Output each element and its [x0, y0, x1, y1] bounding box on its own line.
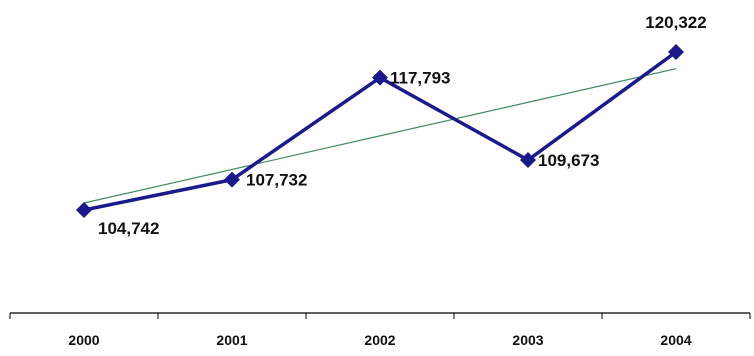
data-point-marker: [668, 44, 684, 60]
x-axis: 2000 2001 2002 2003 2004: [9, 312, 751, 348]
data-label: 120,322: [645, 13, 706, 32]
x-tick-label: 2004: [660, 332, 691, 348]
data-label: 109,673: [538, 151, 599, 170]
trendline-layer: [83, 68, 677, 204]
x-tick-label: 2003: [512, 332, 543, 348]
data-label: 107,732: [246, 171, 307, 190]
data-point-marker: [76, 202, 92, 218]
data-point-marker: [372, 69, 388, 86]
data-label: 117,793: [390, 69, 451, 88]
data-label: 104,742: [98, 219, 159, 238]
data-point-marker: [224, 171, 240, 188]
x-tick-label: 2000: [68, 332, 99, 348]
data-point-marker: [520, 151, 536, 168]
trendline: [83, 68, 677, 204]
x-tick-label: 2001: [216, 332, 247, 348]
data-label-layer: 104,742 107,732 117,793 109,673 120,322: [98, 13, 707, 238]
x-tick-label: 2002: [364, 332, 395, 348]
series-layer: [76, 44, 684, 218]
